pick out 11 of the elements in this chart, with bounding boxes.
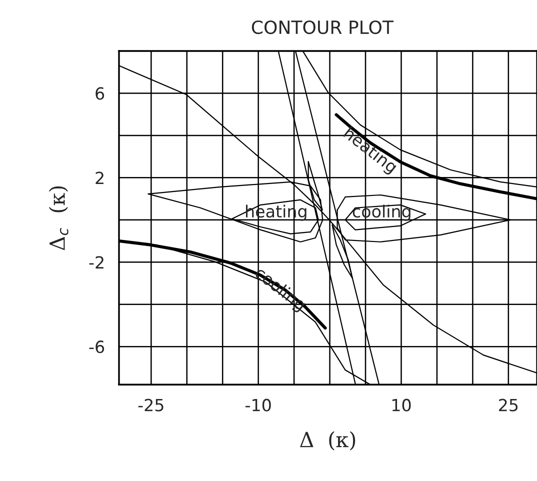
x-tick-label: 10 xyxy=(392,398,411,412)
y-axis-title: Δ$_{c}$ (κ) xyxy=(48,186,68,250)
y-tick-label: -2 xyxy=(89,256,104,268)
y-tick-label: -6 xyxy=(89,340,104,354)
x-tick-label: 25 xyxy=(499,398,518,412)
chart-title: CONTOUR PLOT xyxy=(252,20,394,34)
x-tick-label: -10 xyxy=(246,398,271,412)
y-tick-label: 2 xyxy=(96,172,104,184)
y-tick-label: 6 xyxy=(96,87,104,100)
x-axis-title: Δ (κ) xyxy=(300,431,356,450)
x-tick-label: -25 xyxy=(138,398,164,412)
